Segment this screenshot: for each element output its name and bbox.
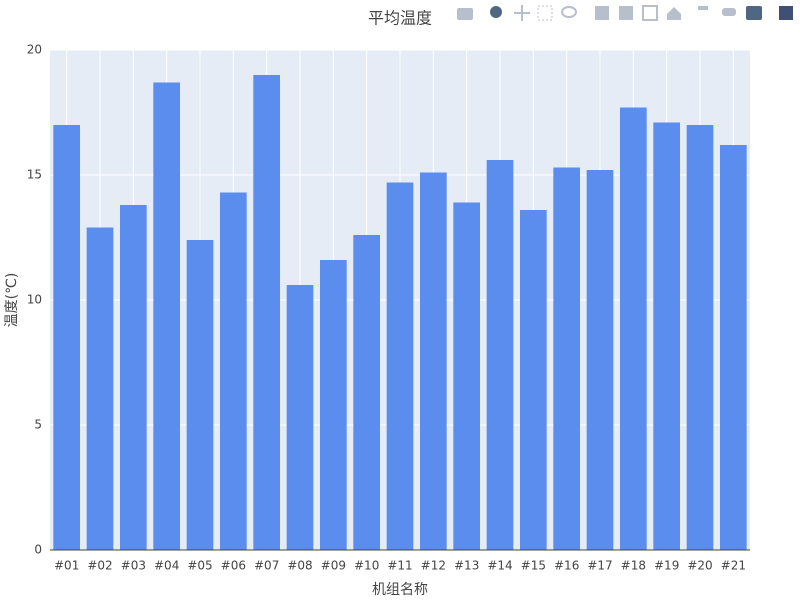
bar <box>653 122 680 550</box>
autoscale-button[interactable] <box>642 5 658 21</box>
chart-title: 平均温度 <box>368 9 432 28</box>
hover-closest-button[interactable] <box>722 8 736 16</box>
x-tick-label: #02 <box>87 559 112 573</box>
x-tick-label: #06 <box>221 559 246 573</box>
x-tick-label: #09 <box>321 559 346 573</box>
bar <box>520 210 547 550</box>
bar <box>320 260 347 550</box>
spike-button[interactable] <box>698 6 708 10</box>
x-tick-label: #19 <box>654 559 679 573</box>
bar <box>486 160 514 550</box>
zoom-out-button[interactable] <box>619 6 633 20</box>
x-tick-label: #16 <box>554 559 579 573</box>
bar <box>353 235 380 550</box>
y-tick-label: 0 <box>34 543 42 557</box>
box-select-button[interactable] <box>537 5 553 21</box>
x-tick-label: #17 <box>587 559 612 573</box>
x-tick-label: #05 <box>187 559 212 573</box>
bar <box>686 125 714 550</box>
modebar <box>457 5 793 21</box>
bar <box>453 202 480 550</box>
x-tick-label: #10 <box>354 559 379 573</box>
camera-button[interactable] <box>457 8 473 20</box>
bar <box>253 75 280 550</box>
plotly-logo[interactable] <box>779 6 793 20</box>
y-axis-title: 温度(℃) <box>4 273 20 328</box>
lasso-button[interactable] <box>561 6 577 18</box>
bar <box>720 145 747 550</box>
zoom-button[interactable] <box>490 6 502 18</box>
y-tick-label: 20 <box>27 43 42 57</box>
bar <box>220 192 247 550</box>
bar <box>86 227 114 550</box>
x-tick-label: #14 <box>487 559 512 573</box>
bar <box>620 107 647 550</box>
x-tick-label: #12 <box>421 559 446 573</box>
x-tick-label: #15 <box>521 559 546 573</box>
y-tick-label: 15 <box>27 168 42 182</box>
bar <box>286 285 314 550</box>
bar <box>586 170 614 550</box>
x-tick-label: #18 <box>621 559 646 573</box>
pan-button[interactable] <box>514 5 530 21</box>
bar <box>120 205 147 550</box>
bar <box>53 125 80 550</box>
x-axis-title: 机组名称 <box>372 582 428 598</box>
x-tick-label: #21 <box>721 559 746 573</box>
y-tick-label: 5 <box>34 418 42 432</box>
x-tick-label: #07 <box>254 559 279 573</box>
y-tick-label: 10 <box>27 293 42 307</box>
x-tick-label: #11 <box>387 559 412 573</box>
x-tick-label: #08 <box>287 559 312 573</box>
reset-button[interactable] <box>667 7 681 20</box>
x-tick-label: #20 <box>687 559 712 573</box>
hover-compare-button[interactable] <box>746 6 762 20</box>
bar <box>420 172 447 550</box>
bar <box>553 167 580 550</box>
zoom-in-button[interactable] <box>595 6 609 20</box>
x-tick-label: #13 <box>454 559 479 573</box>
bar <box>153 82 180 550</box>
bar <box>186 240 214 550</box>
x-tick-label: #03 <box>121 559 146 573</box>
x-tick-label: #04 <box>154 559 179 573</box>
x-tick-label: #01 <box>54 559 79 573</box>
bar <box>386 182 414 550</box>
